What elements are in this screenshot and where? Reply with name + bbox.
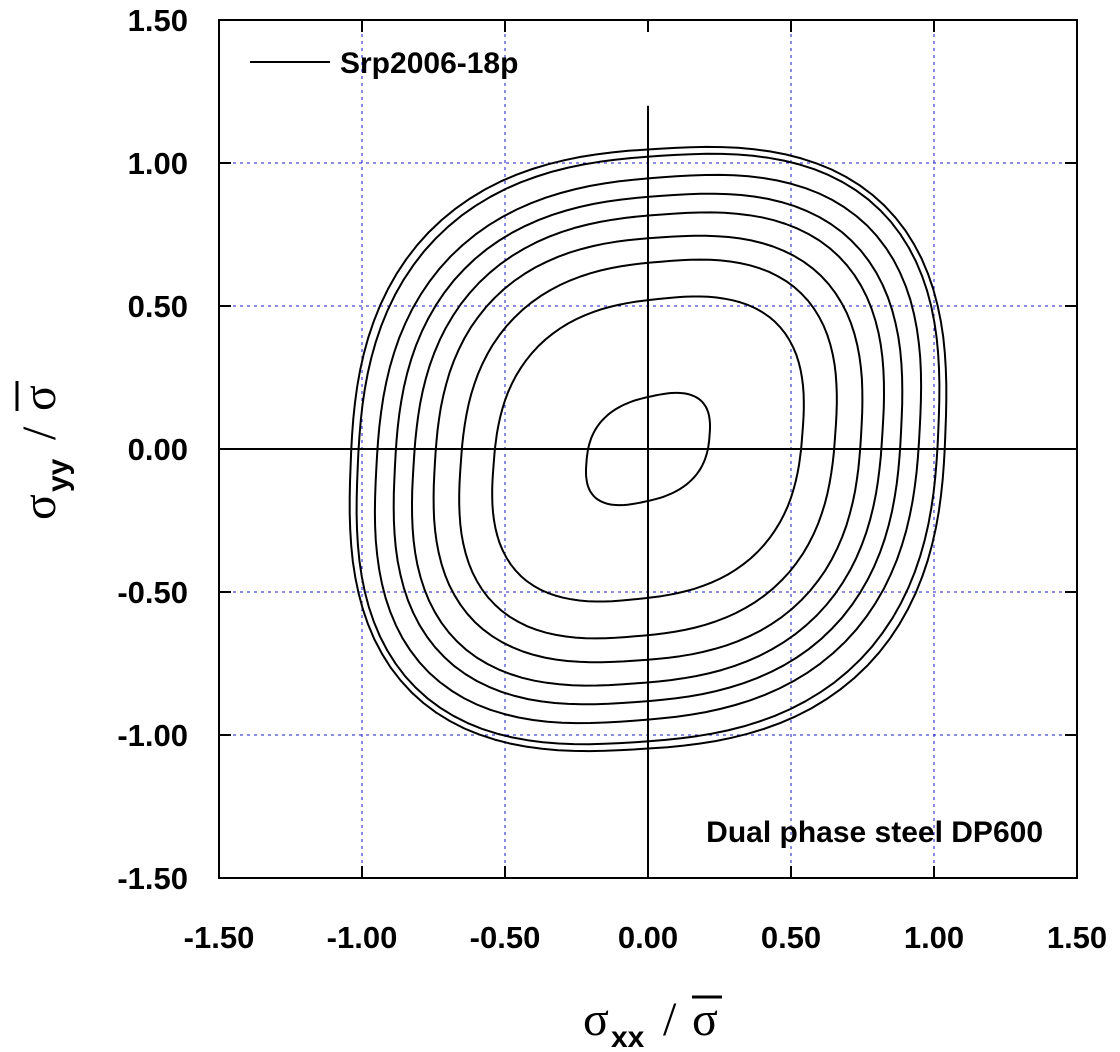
- contour-lines: [348, 145, 948, 753]
- y-tick-labels: -1.50 -1.00 -0.50 0.00 0.50 1.00 1.50: [117, 3, 188, 896]
- x-tick-label: 1.00: [904, 920, 964, 955]
- x-axis-title: σ xx / σ: [583, 993, 722, 1052]
- x-axis-bar-symbol: σ: [692, 993, 718, 1046]
- y-axis-separator: /: [13, 426, 66, 440]
- contour-line: [491, 295, 805, 603]
- x-tick-label: -0.50: [470, 920, 541, 955]
- y-axis-bar-symbol: σ: [13, 385, 66, 411]
- x-tick-label: -1.50: [184, 920, 255, 955]
- y-tick-label: 0.00: [128, 432, 188, 467]
- axis-ticks: [218, 19, 1078, 879]
- contour-line: [458, 258, 838, 640]
- y-axis-subscript: yy: [42, 458, 75, 492]
- y-axis-title: σ yy / σ: [13, 381, 75, 520]
- y-tick-label: -0.50: [117, 575, 188, 610]
- x-axis-subscript: xx: [611, 1021, 645, 1052]
- contour-line: [355, 152, 941, 746]
- contour-line: [392, 192, 904, 706]
- y-tick-label: -1.00: [117, 718, 188, 753]
- contour-line: [348, 145, 948, 753]
- y-tick-label: 0.50: [128, 289, 188, 324]
- contour-line: [585, 391, 711, 507]
- y-tick-label: -1.50: [117, 861, 188, 896]
- y-tick-label: 1.00: [128, 146, 188, 181]
- x-tick-labels: -1.50 -1.00 -0.50 0.00 0.50 1.00 1.50: [184, 920, 1108, 955]
- x-tick-label: 0.00: [618, 920, 678, 955]
- annotation-text: Dual phase steel DP600: [706, 816, 1043, 849]
- y-tick-label: 1.50: [128, 3, 188, 38]
- contour-line: [432, 234, 864, 664]
- contour-line: [411, 211, 885, 687]
- x-axis-separator: /: [663, 993, 677, 1046]
- contour-line: [373, 173, 923, 725]
- x-tick-label: -1.00: [327, 920, 398, 955]
- x-tick-label: 0.50: [761, 920, 821, 955]
- legend-label: Srp2006-18p: [340, 47, 518, 80]
- legend: Srp2006-18p: [250, 47, 518, 80]
- x-axis-symbol: σ: [583, 993, 609, 1046]
- x-tick-label: 1.50: [1047, 920, 1107, 955]
- y-axis-symbol: σ: [13, 494, 66, 520]
